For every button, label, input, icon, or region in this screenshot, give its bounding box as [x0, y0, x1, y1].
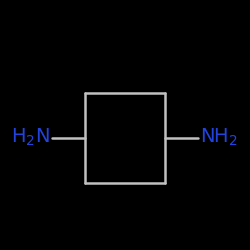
Text: H$_2$N: H$_2$N	[11, 127, 50, 148]
Text: NH$_2$: NH$_2$	[200, 127, 238, 148]
